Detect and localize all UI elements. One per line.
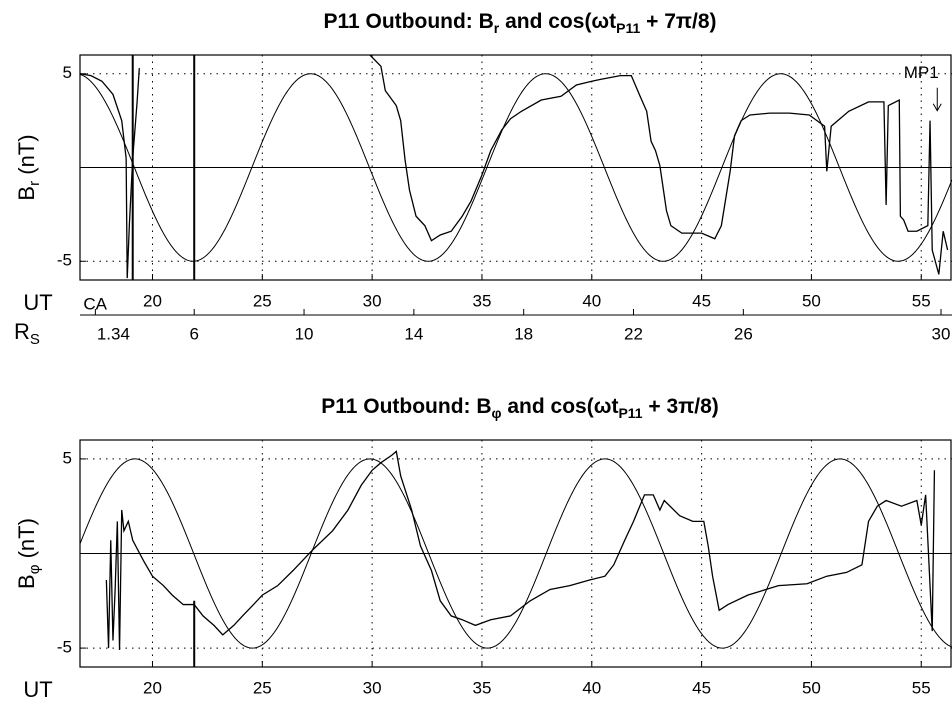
data-line — [80, 55, 949, 279]
rs-tick-label: 6 — [189, 324, 198, 343]
plot-frame — [79, 439, 952, 668]
subscript: S — [30, 331, 40, 348]
text-part: (nT) — [14, 134, 39, 180]
data-line — [105, 450, 936, 650]
rs-annotation: CA — [83, 294, 107, 313]
subscript: φ — [492, 405, 502, 421]
text-part: P11 Outbound: B — [321, 395, 491, 418]
y-tick-label: -5 — [57, 251, 72, 270]
subscript: r — [26, 181, 43, 186]
rs-tick-label: 14 — [404, 324, 423, 343]
y-tick-label: 5 — [63, 63, 72, 82]
text-part: (nT) — [14, 518, 39, 564]
y-axis-label: Br (nT) — [14, 134, 43, 200]
x-tick-label: 20 — [143, 678, 162, 697]
text-part: + 3π/8) — [643, 395, 719, 418]
rs-tick-label: 26 — [734, 324, 753, 343]
y-axis-label: Bφ (nT) — [14, 518, 43, 589]
x-tick-label: 25 — [253, 291, 272, 310]
y-tick-label: -5 — [57, 638, 72, 657]
x-tick-label: 40 — [582, 291, 601, 310]
subscript: P11 — [618, 405, 642, 421]
rs-tick-label: 18 — [514, 324, 533, 343]
text-part: P11 Outbound: B — [323, 10, 493, 33]
cosine-curve — [80, 73, 952, 262]
chart-title: P11 Outbound: Br and cos(ωtP11 + 7π/8) — [323, 10, 716, 36]
subscript: r — [494, 20, 500, 36]
text-part: R — [14, 319, 30, 344]
x-tick-label: 20 — [143, 291, 162, 310]
x-tick-label: 55 — [912, 291, 931, 310]
text-part: + 7π/8) — [640, 10, 716, 33]
annotation-arrowhead — [932, 103, 942, 112]
x-tick-label: 55 — [912, 678, 931, 697]
subscript: φ — [26, 564, 43, 574]
x-tick-label: 50 — [802, 678, 821, 697]
rs-axis-label: RS — [14, 319, 40, 348]
subscript: P11 — [616, 20, 640, 36]
text-part: B — [14, 186, 39, 201]
x-tick-label: 45 — [692, 291, 711, 310]
rs-tick-label: 10 — [295, 324, 314, 343]
x-tick-label: 35 — [472, 291, 491, 310]
annotation: MP1 — [904, 63, 939, 82]
chart-title: P11 Outbound: Bφ and cos(ωtP11 + 3π/8) — [321, 395, 719, 421]
rs-tick-label: 30 — [932, 324, 951, 343]
rs-tick-label: 1.34 — [97, 324, 130, 343]
text-part: and cos(ωt — [502, 395, 619, 418]
x-tick-label: 30 — [363, 678, 382, 697]
text-part: and cos(ωt — [499, 10, 616, 33]
x-tick-label: 40 — [582, 678, 601, 697]
x-tick-label: 30 — [363, 291, 382, 310]
y-tick-label: 5 — [63, 448, 72, 467]
cosine-curve — [80, 458, 952, 649]
x-tick-label: 50 — [802, 291, 821, 310]
x-tick-label: 25 — [253, 678, 272, 697]
x-tick-label: 45 — [692, 678, 711, 697]
rs-tick-label: 22 — [624, 324, 643, 343]
x-axis-label: UT — [23, 290, 52, 315]
x-tick-label: 35 — [472, 678, 491, 697]
plot-frame — [79, 54, 952, 281]
x-axis-label: UT — [23, 677, 52, 702]
text-part: B — [14, 574, 39, 589]
